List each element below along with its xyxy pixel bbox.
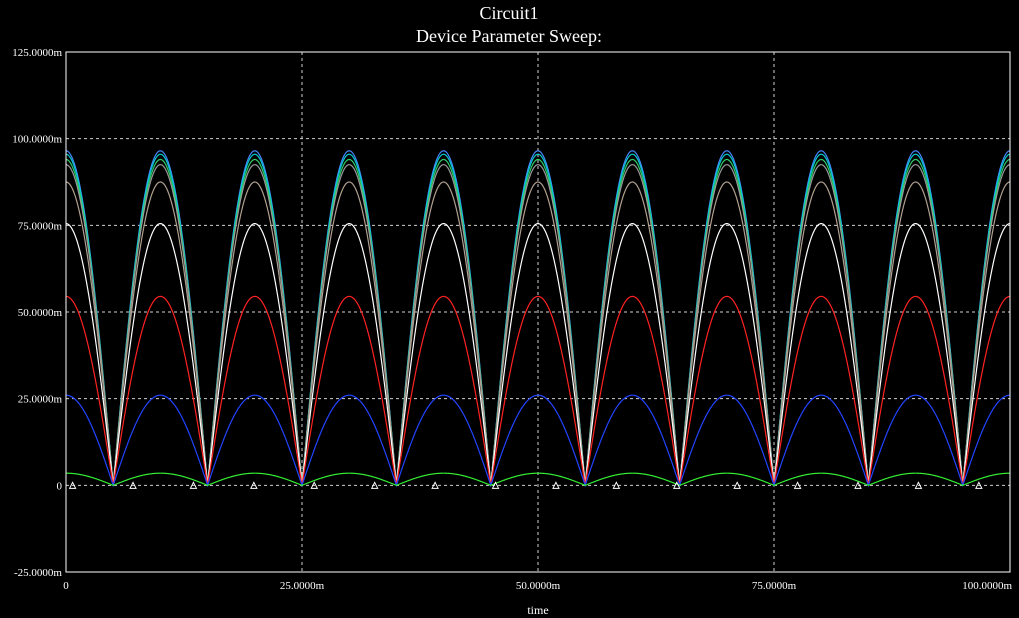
marker-point-3 bbox=[250, 481, 258, 489]
marker-point-1 bbox=[129, 481, 137, 489]
marker-point-15 bbox=[975, 481, 983, 489]
series-line-8 bbox=[66, 472, 1010, 486]
y-tick-label-5: 100.0000m bbox=[12, 134, 62, 146]
y-tick-label-1: 0 bbox=[57, 480, 63, 492]
series-line-5 bbox=[65, 222, 1011, 486]
x-tick-label-0: 0 bbox=[63, 580, 69, 592]
series-line-4 bbox=[65, 181, 1011, 486]
marker-point-6 bbox=[431, 481, 439, 489]
y-tick-layer: -25.0000m 0 25.0000m 50.0000m 75.0000m 100.00… bbox=[12, 47, 62, 579]
series-line-7 bbox=[65, 394, 1011, 488]
marker-point-11 bbox=[733, 481, 741, 489]
y-tick-label-2: 25.0000m bbox=[18, 394, 63, 406]
y-tick-label-3: 50.0000m bbox=[18, 307, 63, 319]
y-tick-label-0: -25.0000m bbox=[14, 567, 62, 579]
marker-point-8 bbox=[552, 481, 560, 489]
marker-point-14 bbox=[914, 481, 923, 489]
marker-point-4 bbox=[310, 481, 319, 489]
marker-point-13 bbox=[854, 481, 862, 489]
marker-point-7 bbox=[491, 481, 500, 489]
y-tick-label-4: 75.0000m bbox=[18, 220, 63, 232]
x-tick-label-1: 25.0000m bbox=[280, 580, 325, 592]
marker-point-10 bbox=[672, 481, 681, 489]
x-tick-layer: 0 25.0000m 50.0000m 75.0000m 100.0000m bbox=[63, 580, 1012, 592]
chart-subtitle: Device Parameter Sweep: bbox=[416, 26, 602, 46]
x-tick-label-4: 100.0000m bbox=[962, 580, 1012, 592]
x-tick-label-3: 75.0000m bbox=[752, 580, 797, 592]
plot-frame bbox=[65, 51, 1011, 573]
chart-title: Circuit1 bbox=[480, 3, 539, 23]
marker-point-2 bbox=[189, 481, 198, 489]
marker-point-9 bbox=[612, 481, 621, 489]
series-line-6 bbox=[65, 295, 1011, 486]
marker-point-0 bbox=[68, 481, 77, 489]
x-axis-label: time bbox=[527, 603, 548, 617]
marker-point-12 bbox=[793, 481, 802, 489]
series-line-3 bbox=[65, 164, 1011, 486]
y-tick-label-6: 125.0000m bbox=[12, 47, 62, 59]
marker-point-5 bbox=[370, 481, 379, 489]
series-layer bbox=[65, 150, 1011, 488]
marker-layer bbox=[68, 481, 983, 489]
x-tick-label-2: 50.0000m bbox=[516, 580, 561, 592]
